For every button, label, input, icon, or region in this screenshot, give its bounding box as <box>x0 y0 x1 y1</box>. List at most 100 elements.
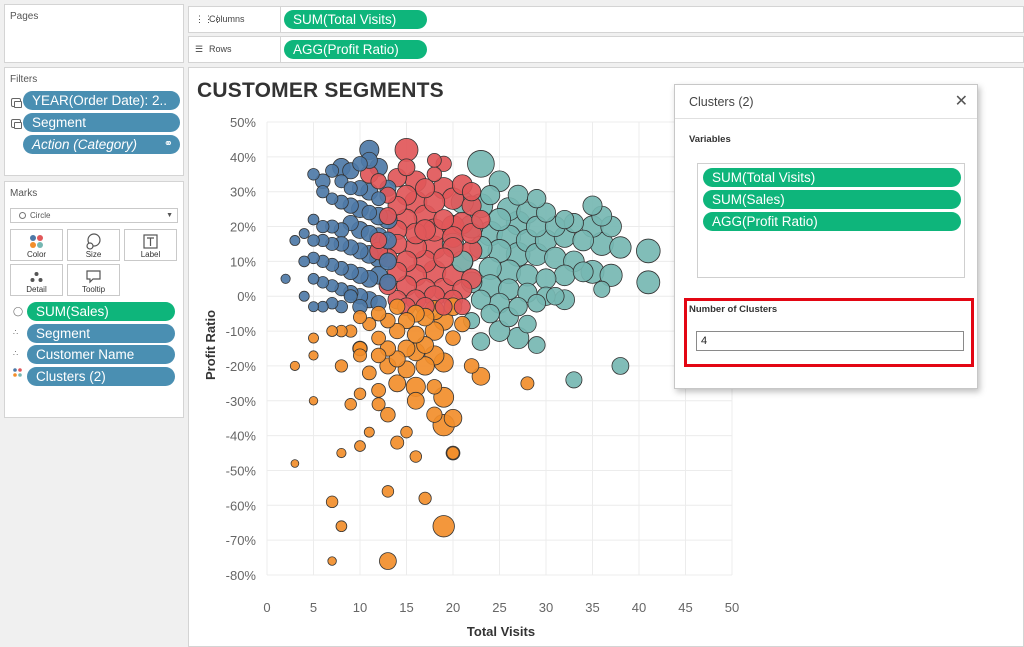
scatter-point[interactable] <box>609 236 632 259</box>
scatter-point[interactable] <box>453 298 471 316</box>
scatter-point[interactable] <box>471 209 491 230</box>
scatter-point[interactable] <box>316 300 329 313</box>
scatter-point[interactable] <box>354 440 366 452</box>
scatter-point[interactable] <box>415 356 435 376</box>
scatter-point[interactable] <box>381 485 395 498</box>
chart-marks[interactable] <box>280 137 661 570</box>
scatter-point[interactable] <box>308 350 319 361</box>
scatter-point[interactable] <box>370 173 387 190</box>
scatter-point[interactable] <box>353 348 367 363</box>
size-button[interactable]: Size <box>67 229 120 261</box>
scatter-point[interactable] <box>427 152 442 168</box>
scatter-point[interactable] <box>487 208 512 232</box>
scatter-point[interactable] <box>527 336 546 354</box>
scatter-point[interactable] <box>370 231 388 249</box>
scatter-point[interactable] <box>467 150 495 178</box>
filter-pill-segment[interactable]: Segment <box>23 113 180 132</box>
scatter-point[interactable] <box>307 272 320 285</box>
close-icon[interactable]: ✕ <box>954 93 968 110</box>
scatter-point[interactable] <box>582 195 603 216</box>
scatter-point[interactable] <box>371 382 386 398</box>
scatter-point[interactable] <box>470 289 491 310</box>
scatter-point[interactable] <box>406 325 425 344</box>
scatter-point[interactable] <box>298 290 310 302</box>
mark-type-dropdown[interactable]: Circle ▼ <box>10 208 178 223</box>
scatter-point[interactable] <box>572 261 594 283</box>
scatter-point[interactable] <box>316 185 330 199</box>
scatter-point[interactable] <box>565 371 583 389</box>
scatter-point[interactable] <box>389 322 406 340</box>
variables-drop-area[interactable]: SUM(Total Visits) SUM(Sales) AGG(Profit … <box>697 163 965 278</box>
scatter-point[interactable] <box>527 189 547 209</box>
scatter-point[interactable] <box>527 293 546 313</box>
scatter-point[interactable] <box>397 158 416 177</box>
scatter-point[interactable] <box>325 495 339 509</box>
marks-pill-sum-sales[interactable]: SUM(Sales) <box>27 302 175 321</box>
scatter-point[interactable] <box>379 207 397 225</box>
scatter-point[interactable] <box>379 552 397 570</box>
scatter-point[interactable] <box>290 459 300 468</box>
scatter-point[interactable] <box>371 191 386 207</box>
scatter-point[interactable] <box>611 357 630 375</box>
filter-pill-action-category[interactable]: Action (Category) ⚭ <box>23 135 180 154</box>
scatter-point[interactable] <box>535 202 556 223</box>
scatter-point[interactable] <box>326 325 338 337</box>
scatter-point[interactable] <box>370 305 387 322</box>
scatter-point[interactable] <box>508 297 528 317</box>
scatter-point[interactable] <box>336 447 347 459</box>
scatter-point[interactable] <box>461 182 482 202</box>
scatter-point[interactable] <box>394 137 419 162</box>
scatter-point[interactable] <box>553 264 576 287</box>
scatter-point[interactable] <box>389 298 406 315</box>
scatter-point[interactable] <box>409 450 423 463</box>
scatter-point[interactable] <box>379 273 397 291</box>
scatter-point[interactable] <box>398 312 415 330</box>
scatter-point[interactable] <box>454 316 471 333</box>
scatter-point[interactable] <box>280 273 291 284</box>
scatter-point[interactable] <box>554 209 575 230</box>
scatter-point[interactable] <box>636 270 661 295</box>
label-button[interactable]: Label <box>124 229 177 261</box>
scatter-point[interactable] <box>363 426 375 438</box>
scatter-point[interactable] <box>353 310 367 325</box>
color-button[interactable]: Color <box>10 229 63 261</box>
scatter-point[interactable] <box>433 209 455 230</box>
number-of-clusters-input[interactable]: 4 <box>696 331 964 351</box>
scatter-point[interactable] <box>343 181 358 196</box>
scatter-point[interactable] <box>289 235 301 246</box>
variable-pill-total-visits[interactable]: SUM(Total Visits) <box>703 168 961 187</box>
scatter-point[interactable] <box>415 178 436 199</box>
scatter-point[interactable] <box>379 252 397 271</box>
scatter-point[interactable] <box>471 367 491 386</box>
scatter-point[interactable] <box>307 234 320 247</box>
scatter-point[interactable] <box>334 359 348 373</box>
scatter-point[interactable] <box>308 396 319 406</box>
scatter-point[interactable] <box>380 406 396 423</box>
scatter-point[interactable] <box>507 184 529 206</box>
scatter-chart[interactable]: 50% 40% 30% 20% 10% 0% -10% -20% -30% -40% -50% -60… <box>188 100 788 647</box>
scatter-point[interactable] <box>335 520 348 533</box>
scatter-point[interactable] <box>426 406 443 423</box>
scatter-point[interactable] <box>426 166 443 182</box>
scatter-point[interactable] <box>463 358 480 374</box>
scatter-point[interactable] <box>520 376 535 391</box>
scatter-point[interactable] <box>352 156 368 172</box>
scatter-point[interactable] <box>307 168 320 181</box>
pages-card[interactable]: Pages <box>4 4 184 63</box>
scatter-point[interactable] <box>406 391 425 410</box>
scatter-point[interactable] <box>424 321 445 341</box>
filter-pill-year[interactable]: YEAR(Order Date): 2.. <box>23 91 180 110</box>
rows-pill-profit-ratio[interactable]: AGG(Profit Ratio) <box>284 40 427 59</box>
scatter-point[interactable] <box>445 330 461 346</box>
scatter-point[interactable] <box>434 297 453 316</box>
scatter-point[interactable] <box>593 280 611 298</box>
scatter-point[interactable] <box>371 330 386 346</box>
scatter-point[interactable] <box>461 223 482 244</box>
variable-pill-sales[interactable]: SUM(Sales) <box>703 190 961 209</box>
scatter-point[interactable] <box>316 219 330 234</box>
rows-shelf[interactable]: ☰ Rows AGG(Profit Ratio) <box>188 36 1024 63</box>
variable-pill-profit-ratio[interactable]: AGG(Profit Ratio) <box>703 212 961 231</box>
marks-pill-customer-name[interactable]: Customer Name <box>27 345 175 364</box>
scatter-point[interactable] <box>325 163 340 178</box>
scatter-point[interactable] <box>388 374 407 393</box>
